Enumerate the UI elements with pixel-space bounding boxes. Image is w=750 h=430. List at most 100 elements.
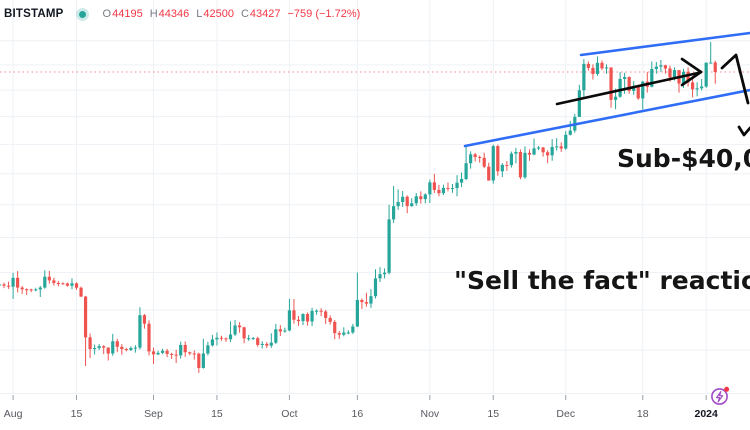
candle-body — [160, 350, 165, 353]
candle-body — [296, 319, 301, 322]
candle-body — [627, 77, 631, 91]
candle-body — [690, 82, 695, 90]
candle-body — [428, 182, 432, 195]
low-label: L — [196, 8, 203, 20]
candle-body — [133, 347, 137, 349]
candle-body — [224, 338, 228, 340]
candle-body — [604, 67, 609, 69]
candle-body — [310, 310, 314, 322]
candle-body — [663, 65, 668, 69]
candle-body — [206, 345, 210, 354]
axis-label[interactable]: 15 — [71, 408, 83, 420]
candle-body — [287, 310, 292, 331]
candle-body — [305, 314, 310, 322]
candle-body — [618, 78, 622, 97]
candle-body — [251, 338, 255, 340]
candle-body — [342, 332, 346, 335]
candle-body — [106, 347, 110, 354]
candle-body — [170, 353, 174, 355]
candle-body — [102, 346, 106, 348]
candle-body — [686, 71, 690, 83]
symbol-name[interactable]: BITSTAMP — [4, 8, 64, 20]
candle-body — [568, 130, 572, 135]
candle-body — [695, 88, 699, 90]
candle-body — [283, 330, 287, 332]
axis-label[interactable]: Nov — [421, 408, 440, 420]
candle-body — [228, 334, 233, 340]
candle-body — [124, 349, 128, 351]
candle-body — [632, 86, 636, 91]
axis-label[interactable]: 15 — [487, 408, 499, 420]
candle-body — [364, 302, 369, 304]
candle-body — [373, 278, 378, 297]
candle-body — [179, 344, 183, 356]
candle-body — [550, 146, 554, 156]
change-value: −759 (−1.72%) — [287, 8, 361, 20]
candle-body — [564, 134, 568, 149]
candle-body — [369, 296, 373, 304]
candle-body — [337, 333, 341, 335]
candle-body — [586, 63, 590, 68]
open-label: O — [102, 8, 112, 20]
candle-body — [274, 329, 278, 343]
candle-body — [2, 284, 6, 286]
candle-body — [446, 187, 450, 189]
candle-body — [482, 157, 486, 167]
candle-body — [595, 62, 600, 74]
candle-body — [138, 315, 142, 348]
candle-body — [577, 90, 581, 117]
status-dot — [78, 10, 86, 18]
candle-body — [713, 62, 717, 72]
candle-body — [115, 341, 119, 347]
candle-body — [401, 196, 405, 202]
candle-body — [536, 147, 541, 149]
axis-label[interactable]: 18 — [637, 408, 649, 420]
candle-body — [405, 196, 409, 207]
candle-body — [269, 342, 273, 346]
candle-body — [355, 299, 359, 327]
close-value: 43427 — [249, 8, 281, 20]
axis-label[interactable]: 16 — [352, 408, 364, 420]
open-value: 44195 — [112, 8, 143, 20]
annotation-sub-40k: Sub-$40,0 — [617, 144, 750, 173]
candle-body — [681, 71, 686, 84]
candle-body — [600, 62, 604, 69]
axis-label[interactable]: Aug — [4, 408, 23, 420]
events-lightning-icon[interactable] — [709, 384, 733, 406]
axis-label[interactable]: 15 — [211, 408, 223, 420]
candle-body — [47, 276, 51, 281]
candle-body — [700, 86, 704, 89]
candle-body — [582, 63, 586, 91]
axis-label[interactable]: Sep — [144, 408, 163, 420]
candle-body — [659, 65, 663, 67]
axis-label[interactable]: Oct — [281, 408, 297, 420]
axis-label[interactable]: Dec — [556, 408, 575, 420]
candle-body — [441, 187, 446, 194]
candle-body — [709, 62, 713, 64]
candle-body — [247, 338, 251, 340]
candle-body — [256, 338, 260, 345]
candle-body — [328, 317, 332, 322]
candle-body — [83, 296, 88, 338]
candle-body — [61, 283, 65, 285]
candle-body — [278, 329, 282, 332]
candle-body — [142, 315, 147, 324]
trend-arrow-line — [555, 71, 700, 106]
candle-body — [315, 310, 319, 312]
axis-label[interactable]: 2024 — [695, 408, 719, 420]
candle-body — [20, 287, 24, 290]
candle-body — [70, 283, 74, 286]
candle-body — [210, 339, 215, 346]
candle-body — [292, 310, 296, 320]
candle-body — [120, 346, 124, 350]
candle-body — [333, 321, 337, 334]
alert-dot — [724, 386, 730, 392]
candle-body — [219, 337, 224, 339]
candle-body — [532, 148, 536, 155]
candle-body — [319, 310, 323, 312]
candle-body — [197, 353, 201, 368]
candle-body — [56, 282, 60, 284]
candle-body — [609, 67, 613, 100]
